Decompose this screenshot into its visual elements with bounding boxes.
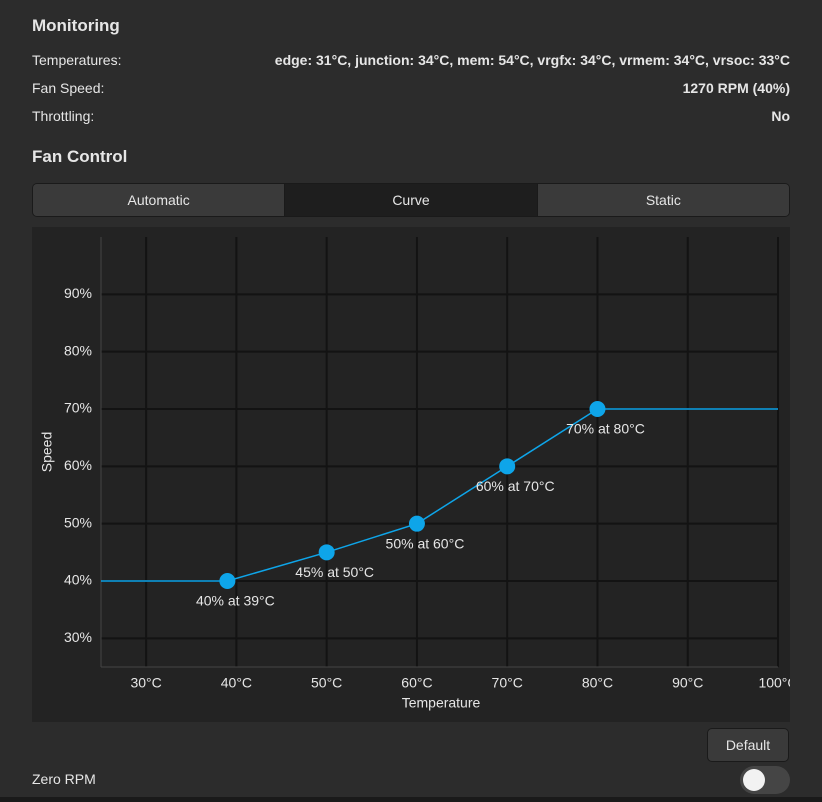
info-label: Throttling: [32,108,95,124]
y-tick-label: 30% [64,629,92,645]
zero-rpm-toggle[interactable] [740,766,790,794]
section-title: Fan Control [32,147,128,166]
tab[interactable]: Automatic [33,184,286,216]
curve-point [219,573,236,589]
point-label: 50% at 60°C [386,535,465,551]
y-tick-label: 70% [64,400,92,416]
x-tick-label: 50°C [311,675,342,691]
info-value: 1270 RPM (40%) [682,80,790,96]
info-row: Fan Speed: 1270 RPM (40%) [32,80,790,100]
x-tick-label: 40°C [221,675,252,691]
x-tick-label: 60°C [401,675,432,691]
section-title: Monitoring [32,16,120,35]
curve-point [318,544,335,561]
curve-point [408,515,425,532]
point-label: 70% at 80°C [566,421,645,437]
x-axis-label: Temperature [402,695,481,711]
y-tick-label: 60% [64,457,92,473]
x-tick-label: 70°C [492,675,523,691]
chart: 30% 40% 50% 60% 70% 80% 90% 30°C 40°C 50°C 60°C 70°… [32,227,797,722]
info-row: Temperatures: edge: 31°C, junction: 34°C,… [32,52,790,72]
info-value: edge: 31°C, junction: 34°C, mem: 54°C, v… [274,52,790,68]
y-tick-label: 40% [64,572,92,588]
point-label: 60% at 70°C [476,478,555,494]
default-button[interactable]: Default [707,728,789,762]
info-row: Throttling: No [32,108,790,128]
zero-rpm-label: Zero RPM [32,771,96,787]
toggle-knob [743,769,765,791]
tab-bar: Automatic Curve Static [32,183,790,217]
y-tick-label: 80% [64,342,92,358]
x-tick-label: 90°C [672,675,703,691]
info-value: No [771,108,790,124]
x-tick-label: 100°C [758,675,797,691]
y-tick-label: 90% [64,285,92,301]
y-tick-label: 50% [64,514,92,530]
bottom-strip [0,797,822,802]
y-axis-label: Speed [39,432,55,472]
point-label: 45% at 50°C [295,564,374,580]
curve-point [499,458,516,475]
x-tick-label: 30°C [130,675,161,691]
x-tick-label: 80°C [582,675,613,691]
info-label: Temperatures: [32,52,122,68]
curve-point [589,401,606,417]
info-label: Fan Speed: [32,80,105,96]
chart-panel [32,227,790,722]
tab[interactable]: Static [537,184,789,216]
point-label: 40% at 39°C [196,593,275,609]
tab[interactable]: Curve [285,184,538,216]
